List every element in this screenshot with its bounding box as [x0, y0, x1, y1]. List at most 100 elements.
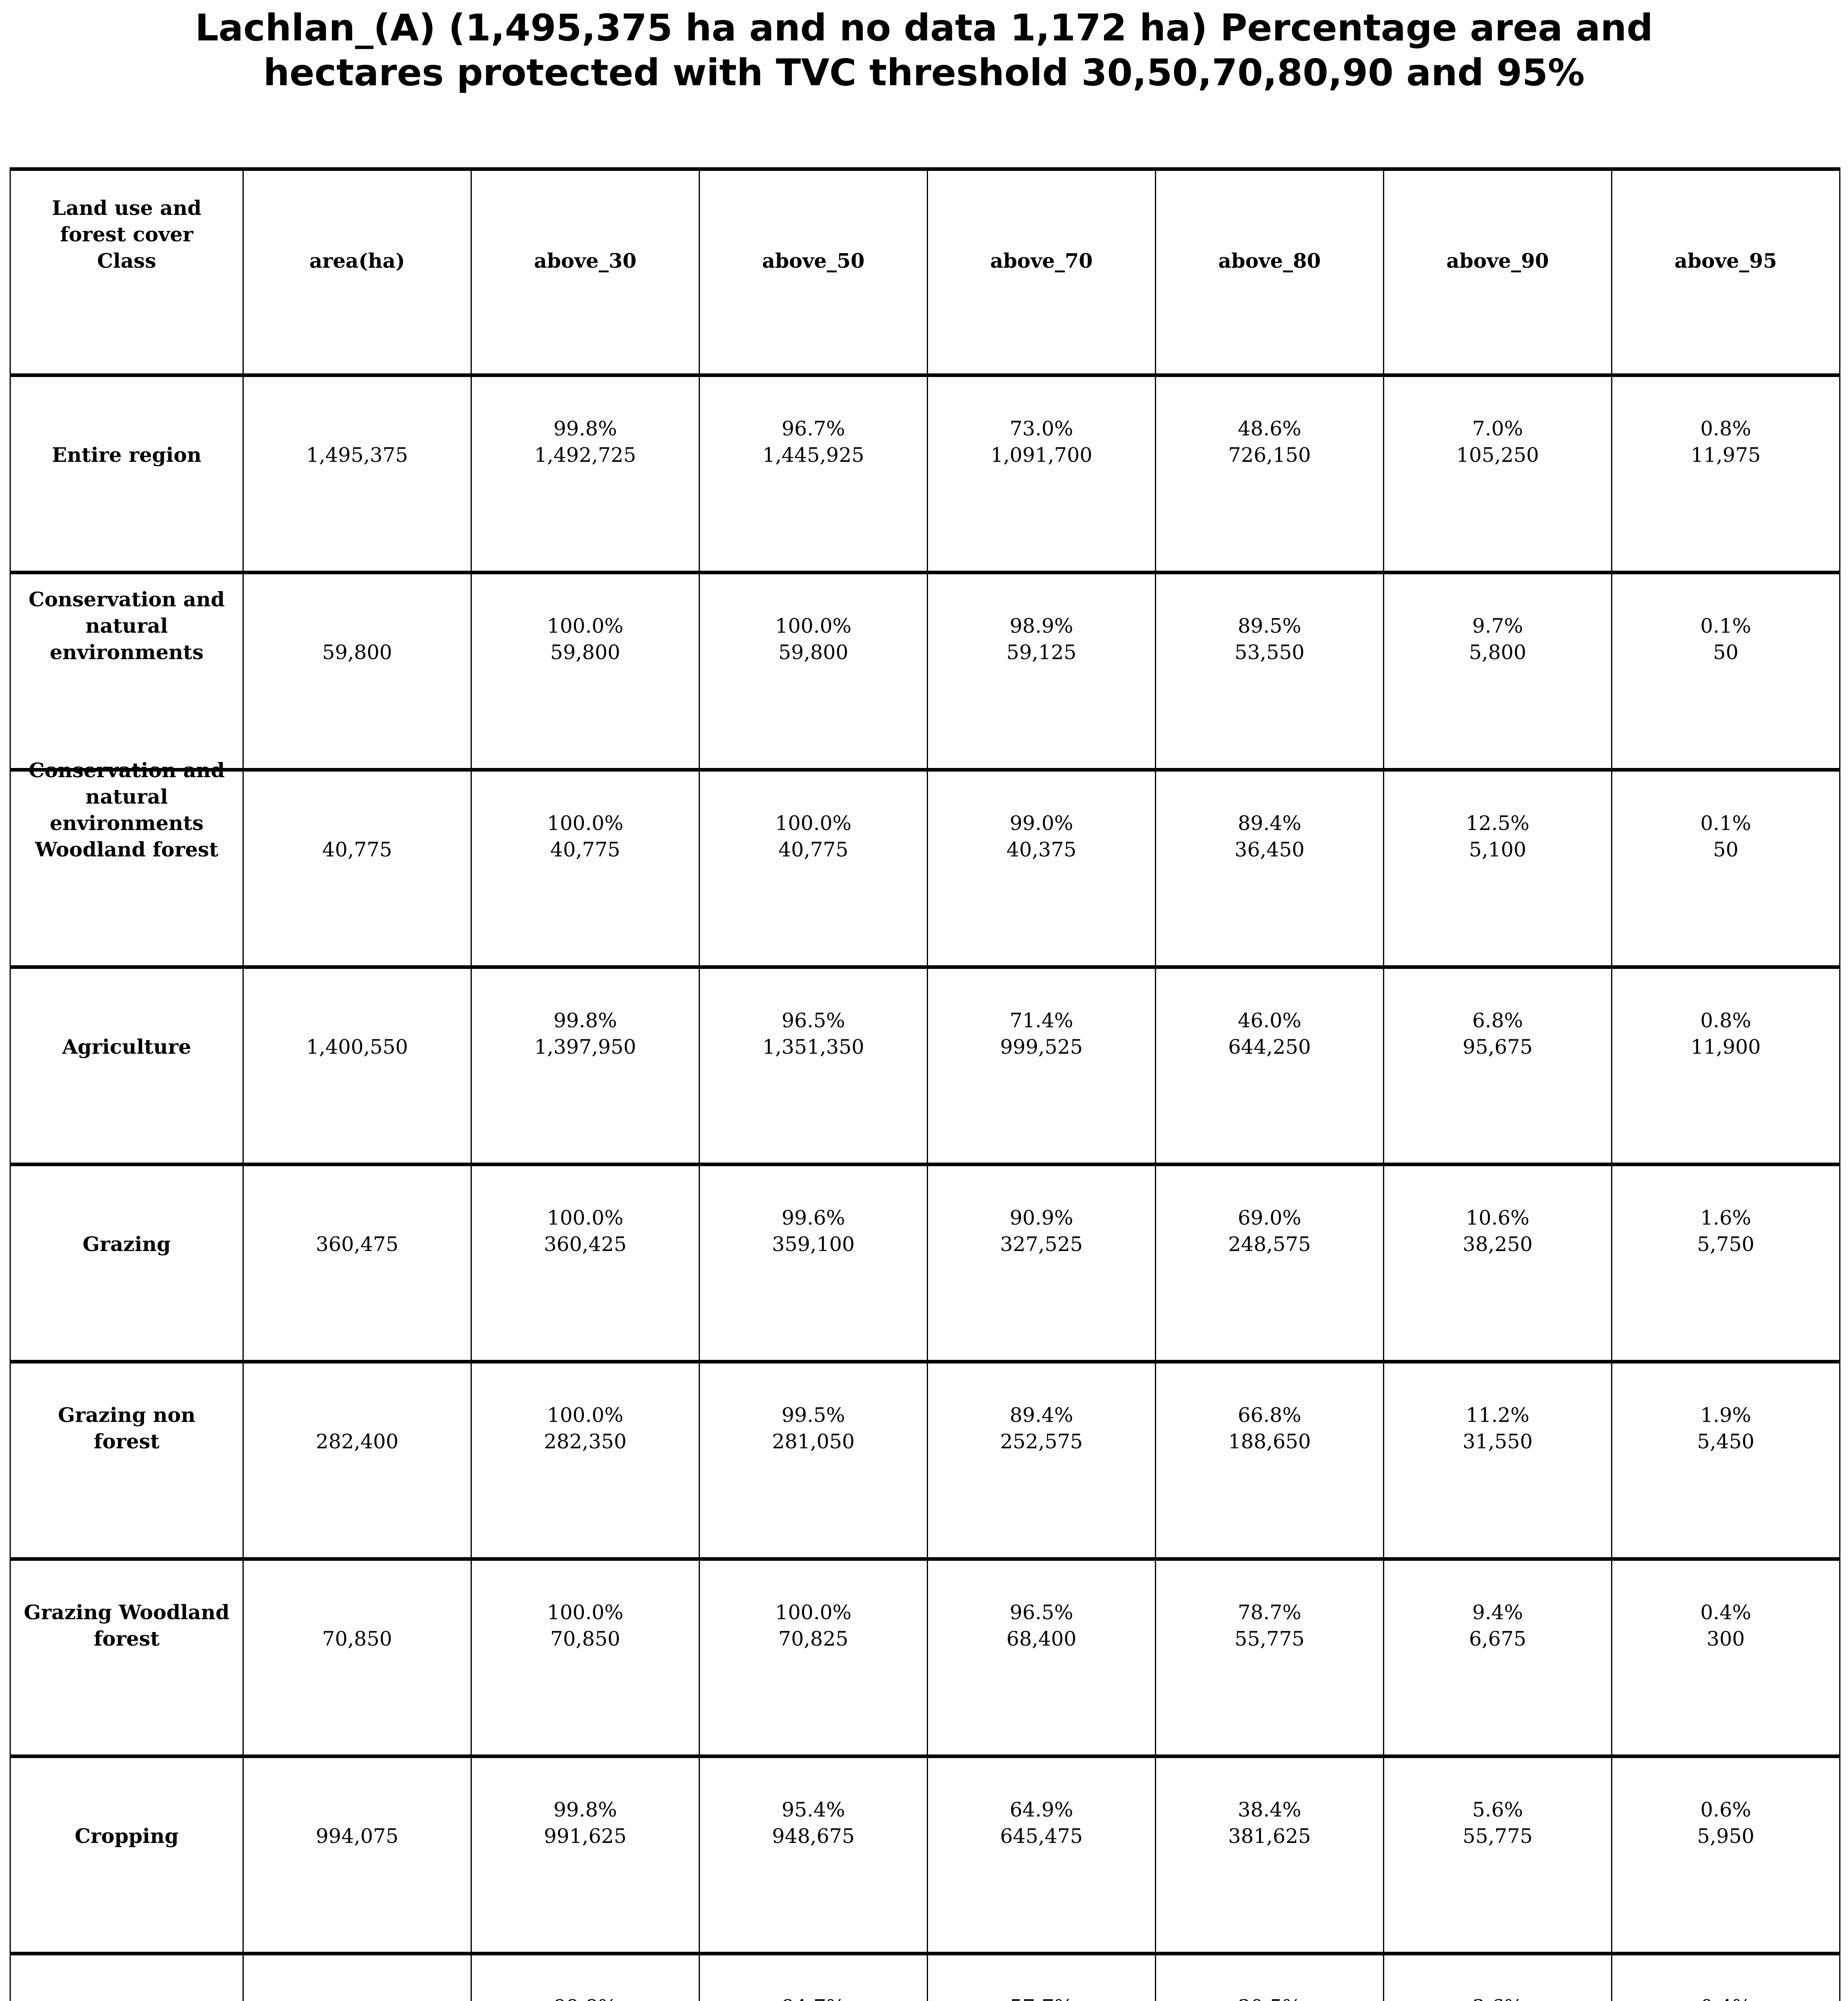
cell-line: 70,850	[322, 1627, 392, 1650]
cell-line: 360,475	[316, 1233, 399, 1256]
cell-line: 94.7%	[782, 1994, 845, 2001]
cell-line: 9.4%	[1472, 1601, 1523, 1624]
cell-line: 1,492,725	[534, 443, 636, 467]
cell-line: 99.6%	[782, 1206, 845, 1229]
cell-line: 0.4%	[1700, 1601, 1752, 1624]
table-row: Grazing 360,475 100.0% 360,425 99.6% 359,100 9…	[10, 1166, 1840, 1363]
table-row: Cropping 994,075 99.8% 991,625 95.4% 948,675 6…	[10, 1758, 1840, 1955]
row-label-cell: Entire region	[10, 377, 244, 571]
cell-text: 100.0% 360,425	[472, 1166, 699, 1257]
cell-line: 6,675	[1469, 1627, 1527, 1650]
data-cell: 5.6% 55,775	[1384, 1758, 1612, 1952]
cell-line: 248,575	[1228, 1233, 1311, 1256]
cell-line: 55,775	[1463, 1825, 1533, 1848]
cell-line: 59,125	[1006, 641, 1076, 664]
cell-text: Land use and forest cover Class	[11, 171, 243, 274]
header-cell-class: Land use and forest cover Class	[10, 171, 244, 373]
cell-text: 94.7%43,575	[700, 1955, 927, 2001]
cell-text: 7.0% 105,250	[1384, 377, 1611, 468]
header-cell-above_80: above_80	[1156, 171, 1384, 373]
data-cell: 100.0% 282,350	[472, 1363, 700, 1557]
data-cell: 0.6% 5,950	[1612, 1758, 1840, 1952]
cell-text: 66.8% 188,650	[1156, 1363, 1383, 1455]
cell-line: 38.4%	[1238, 1798, 1301, 1821]
data-cell: 1.6% 5,750	[1612, 1166, 1840, 1360]
cell-line: Grazing	[82, 1232, 171, 1256]
cell-line: 36,450	[1235, 838, 1305, 861]
data-cell: 0.4%200	[1612, 1955, 1840, 2001]
data-cell: 100.0% 360,425	[472, 1166, 700, 1360]
area-cell: 1,400,550	[244, 969, 472, 1163]
cell-text: Entire region	[11, 377, 243, 468]
cell-line: 12.5%	[1466, 812, 1529, 835]
cell-line: 78.7%	[1238, 1601, 1301, 1624]
cell-line: 5,750	[1697, 1233, 1755, 1256]
data-cell: 48.6% 726,150	[1156, 377, 1384, 571]
cell-line: 5,450	[1697, 1430, 1755, 1453]
data-cell: 9.7% 5,800	[1384, 574, 1612, 768]
cell-text: Conservation and natural environments	[11, 574, 243, 666]
cell-line: 96.5%	[782, 1009, 845, 1032]
data-cell: 94.7%43,575	[700, 1955, 928, 2001]
row-label-cell: Conservation and natural environments	[10, 574, 244, 768]
table-row: Grazing Woodland forest 70,850 100.0% 70,850…	[10, 1561, 1840, 1758]
cell-line: 71.4%	[1010, 1009, 1073, 1032]
data-cell: 12.5% 5,100	[1384, 772, 1612, 965]
table-row: Irrigation46,00099.8%45,90094.7%43,57557…	[10, 1955, 1840, 2001]
cell-line: Conservation and	[28, 758, 225, 782]
cell-line: 95,675	[1463, 1035, 1533, 1059]
cell-text: 89.4% 36,450	[1156, 772, 1383, 863]
table-row: Agriculture 1,400,550 99.8% 1,397,950 96.5% 1…	[10, 969, 1840, 1166]
cell-line: environments	[50, 811, 204, 835]
cell-line: 99.8%	[553, 1798, 617, 1821]
cell-line: 0.6%	[1700, 1798, 1752, 1821]
cell-text: 46,000	[244, 1955, 471, 2001]
cell-line: 70,825	[778, 1627, 848, 1650]
data-cell: 10.6% 38,250	[1384, 1166, 1612, 1360]
cell-line: Cropping	[74, 1824, 179, 1848]
cell-line: 50	[1713, 641, 1739, 664]
cell-line: 0.1%	[1700, 812, 1752, 835]
cell-line: forest	[94, 1430, 160, 1453]
data-cell: 1.9% 5,450	[1612, 1363, 1840, 1557]
cell-line: 645,475	[1000, 1825, 1083, 1848]
data-cell: 73.0% 1,091,700	[928, 377, 1156, 571]
cell-line: 5.6%	[1472, 1798, 1523, 1821]
cell-text: 96.5% 1,351,350	[700, 969, 927, 1060]
data-cell: 7.0% 105,250	[1384, 377, 1612, 571]
cell-line: Land use and	[52, 196, 202, 220]
data-cell: 100.0% 70,825	[700, 1561, 928, 1754]
cell-text: Conservation and natural environments Woodl…	[11, 758, 243, 863]
cell-text: 0.1% 50	[1612, 574, 1839, 666]
data-cell: 95.4% 948,675	[700, 1758, 928, 1952]
cell-line: 5,100	[1469, 838, 1527, 861]
cell-text: Irrigation	[11, 1955, 243, 2001]
data-cell: 38.4% 381,625	[1156, 1758, 1384, 1952]
cell-line: 7.0%	[1472, 417, 1523, 440]
cell-line: 70,850	[550, 1627, 620, 1650]
cell-text: 96.7% 1,445,925	[700, 377, 927, 468]
header-cell-above_50: above_50	[700, 171, 928, 373]
data-cell: 69.0% 248,575	[1156, 1166, 1384, 1360]
cell-line: 100.0%	[547, 1206, 623, 1229]
cell-text: 5.6% 55,775	[1384, 1758, 1611, 1849]
cell-text: 46.0% 644,250	[1156, 969, 1383, 1060]
cell-text: 99.8% 1,397,950	[472, 969, 699, 1060]
cell-text: above_50	[700, 171, 927, 274]
cell-line: 100.0%	[547, 1404, 623, 1427]
cell-line: 66.8%	[1238, 1404, 1301, 1427]
cell-text: Cropping	[11, 1758, 243, 1849]
data-cell: 99.8% 1,397,950	[472, 969, 700, 1163]
cell-text: 90.9% 327,525	[928, 1166, 1155, 1257]
area-cell: 46,000	[244, 1955, 472, 2001]
cell-line: 48.6%	[1238, 417, 1301, 440]
cell-text: 100.0% 40,775	[700, 772, 927, 863]
area-cell: 282,400	[244, 1363, 472, 1557]
cell-text: 89.5% 53,550	[1156, 574, 1383, 666]
data-cell: 96.7% 1,445,925	[700, 377, 928, 571]
cell-line: 300	[1706, 1627, 1745, 1650]
cell-text: 99.0% 40,375	[928, 772, 1155, 863]
cell-text: 9.4% 6,675	[1384, 1561, 1611, 1652]
cell-line: 31,550	[1463, 1430, 1533, 1453]
cell-line: 1.9%	[1700, 1404, 1752, 1427]
